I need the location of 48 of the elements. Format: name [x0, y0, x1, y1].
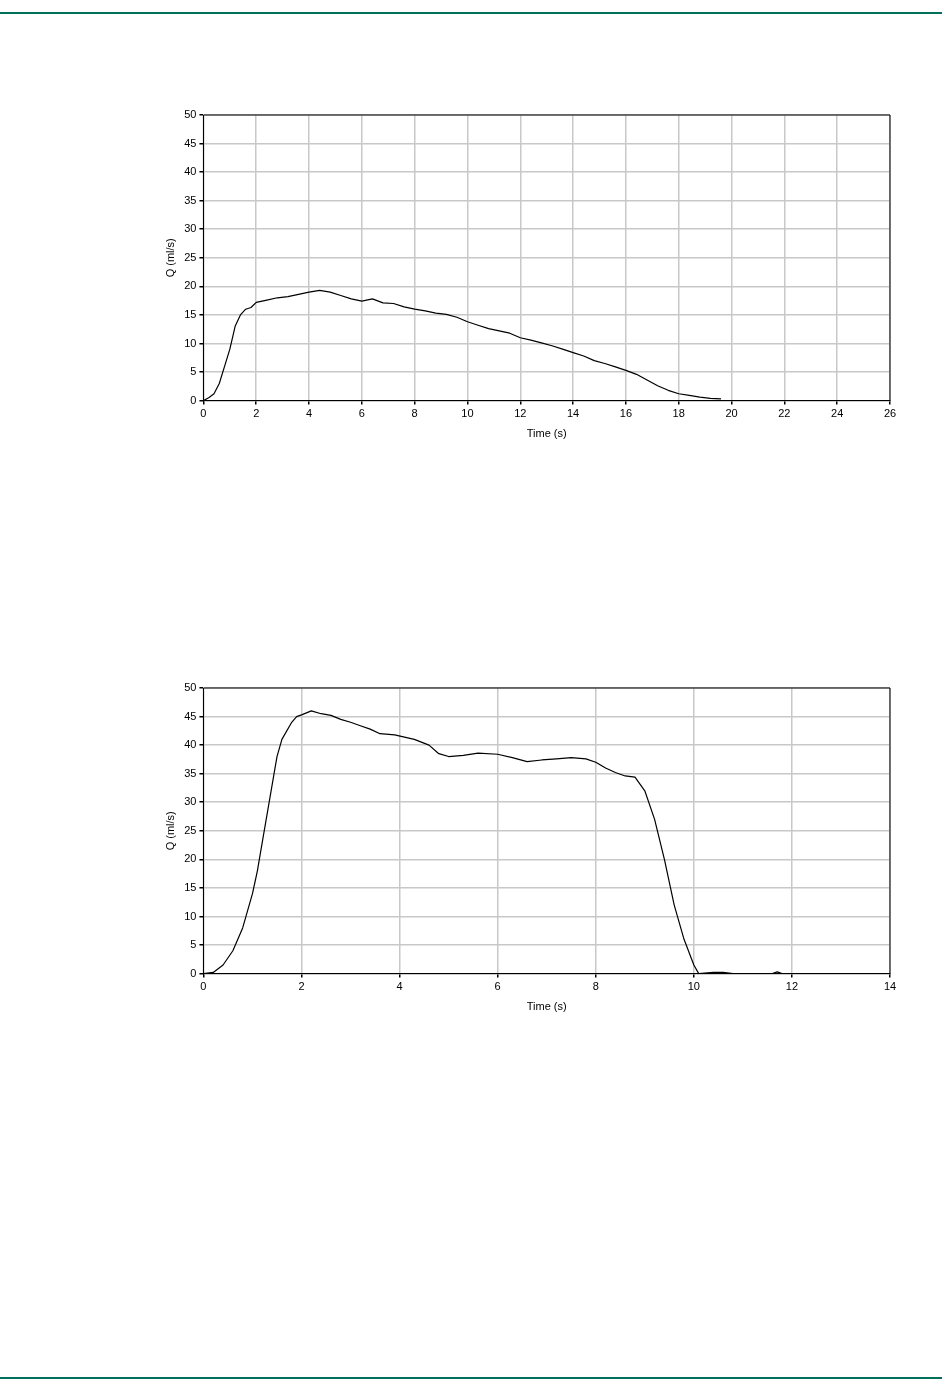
- y-tick-label: 40: [184, 738, 197, 751]
- y-tick-label: 0: [190, 393, 197, 406]
- y-tick-label: 35: [184, 193, 197, 206]
- x-tick-label: 8: [592, 980, 599, 993]
- x-tick-label: 26: [883, 407, 897, 420]
- y-tick-label: 10: [184, 909, 197, 922]
- y-tick-label: 30: [184, 222, 197, 235]
- x-tick-label: 22: [778, 407, 791, 420]
- y-tick-label: 25: [184, 823, 197, 836]
- y-tick-label: 10: [184, 336, 197, 349]
- x-tick-label: 16: [619, 407, 633, 420]
- x-tick-label: 0: [200, 407, 207, 420]
- y-tick-label: 40: [184, 165, 197, 178]
- y-tick-label: 50: [184, 108, 197, 121]
- x-tick-label: 6: [358, 407, 365, 420]
- x-tick-label: 0: [200, 980, 207, 993]
- x-tick-label: 6: [494, 980, 501, 993]
- y-tick-label: 30: [184, 795, 197, 808]
- y-tick-label: 35: [184, 766, 197, 779]
- y-tick-label: 5: [190, 365, 197, 378]
- x-axis-title: Time (s): [526, 427, 567, 440]
- y-tick-label: 0: [190, 966, 197, 979]
- y-tick-label: 45: [184, 709, 197, 722]
- x-axis-title: Time (s): [526, 1000, 567, 1013]
- y-tick-label: 25: [184, 250, 197, 263]
- y-tick-label: 20: [184, 852, 197, 865]
- x-tick-label: 10: [461, 407, 474, 420]
- y-tick-label: 15: [184, 307, 197, 320]
- y-tick-label: 20: [184, 279, 197, 292]
- y-axis-title: Q (ml/s): [163, 811, 176, 851]
- x-tick-label: 8: [411, 407, 418, 420]
- x-tick-label: 18: [672, 407, 685, 420]
- y-tick-label: 5: [190, 938, 197, 951]
- x-tick-label: 14: [883, 980, 897, 993]
- y-tick-label: 15: [184, 880, 197, 893]
- x-tick-label: 24: [831, 407, 844, 420]
- x-tick-label: 20: [725, 407, 738, 420]
- y-axis-title: Q (ml/s): [163, 238, 176, 278]
- x-tick-label: 14: [567, 407, 580, 420]
- x-tick-label: 2: [253, 407, 260, 420]
- x-tick-label: 12: [514, 407, 527, 420]
- y-tick-label: 50: [184, 681, 197, 694]
- x-tick-label: 12: [785, 980, 799, 993]
- y-tick-label: 45: [184, 136, 197, 149]
- x-tick-label: 4: [396, 980, 403, 993]
- x-tick-label: 10: [687, 980, 700, 993]
- x-tick-label: 2: [298, 980, 305, 993]
- x-tick-label: 4: [306, 407, 313, 420]
